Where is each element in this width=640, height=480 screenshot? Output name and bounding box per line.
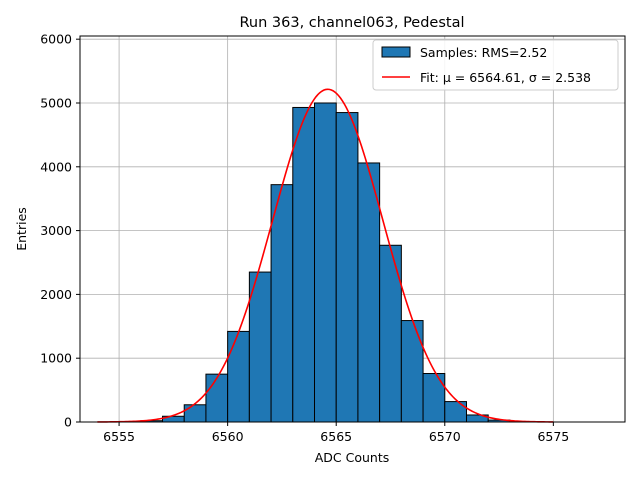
x-tick-label: 6575 (537, 429, 569, 444)
y-tick-label: 6000 (40, 32, 72, 47)
y-tick-label: 5000 (40, 95, 72, 110)
legend: Samples: RMS=2.52 Fit: μ = 6564.61, σ = … (372, 39, 619, 91)
histogram-bar (400, 320, 424, 423)
plot-area-frame (79, 35, 626, 423)
histogram-bar (379, 244, 402, 423)
legend-fit-label: Fit: μ = 6564.61, σ = 2.538 (420, 70, 591, 85)
histogram-bar (227, 330, 250, 423)
chart-title: Run 363, channel063, Pedestal (239, 15, 464, 31)
histogram-bars (140, 102, 511, 423)
histogram-bar (444, 401, 467, 423)
y-axis-ticks: 0 1000 2000 3000 4000 5000 6000 (40, 32, 80, 430)
y-tick-label: 2000 (40, 287, 72, 302)
fit-curve (97, 88, 554, 423)
y-tick-label: 0 (64, 415, 72, 430)
histogram-bar (422, 373, 446, 423)
legend-histogram-label: Samples: RMS=2.52 (420, 45, 547, 60)
x-tick-label: 6565 (320, 429, 352, 444)
histogram-bar (183, 404, 207, 423)
legend-box (372, 39, 619, 91)
x-tick-label: 6555 (103, 429, 135, 444)
histogram-bar (248, 271, 272, 423)
y-tick-label: 1000 (40, 351, 72, 366)
histogram-bar (314, 102, 337, 423)
x-axis-label: ADC Counts (315, 450, 390, 465)
histogram-bar (335, 112, 359, 423)
legend-histogram-swatch (381, 46, 411, 58)
x-axis-ticks: 6555 6560 6565 6570 6575 (103, 422, 569, 444)
y-tick-label: 4000 (40, 159, 72, 174)
x-tick-label: 6560 (212, 429, 244, 444)
histogram-bar (270, 184, 294, 423)
histogram-bar (205, 373, 229, 423)
x-tick-label: 6570 (429, 429, 461, 444)
y-tick-label: 3000 (40, 223, 72, 238)
fit-curve-layer (97, 88, 554, 423)
histogram-bar (357, 162, 381, 423)
histogram-bar (292, 106, 316, 423)
y-axis-label: Entries (14, 207, 29, 251)
